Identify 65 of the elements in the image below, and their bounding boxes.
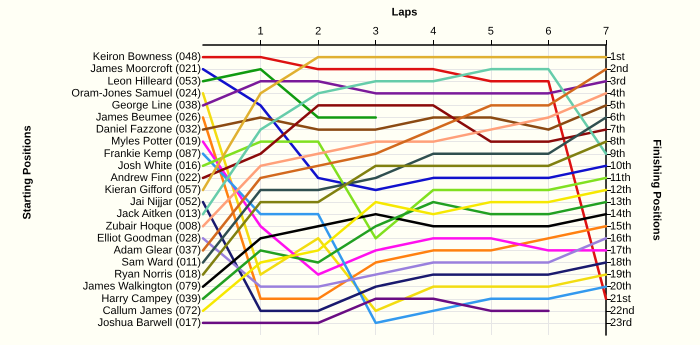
x-tick-label: 5 xyxy=(488,26,494,38)
line-series xyxy=(202,152,608,324)
y-tick-label: 10th xyxy=(610,160,632,172)
x-tick-label: 2 xyxy=(315,26,322,38)
series-label: Elliot Goodman (028) xyxy=(97,232,201,244)
series-label: Keiron Bowness (048) xyxy=(92,51,201,64)
series-label: Joshua Barwell (017) xyxy=(98,316,201,329)
y-tick-label: 17th xyxy=(610,244,632,256)
line-series xyxy=(202,56,608,300)
y-tick-label: 22nd xyxy=(610,304,634,317)
y-tick-label: 14th xyxy=(610,208,632,220)
series-label: Oram-Jones Samuel (024) xyxy=(71,87,201,100)
series-label: Leon Hilleard (053) xyxy=(107,75,201,88)
series-label: Zubair Hoque (008) xyxy=(106,220,201,232)
line-series xyxy=(202,116,608,264)
x-tick-label: 4 xyxy=(430,26,436,38)
x-axis-title: Laps xyxy=(392,6,418,18)
y-tick-label: 8th xyxy=(610,136,626,148)
series-label: Andrew Finn (022) xyxy=(110,172,201,184)
line-series xyxy=(202,68,608,252)
y-tick-label: 6th xyxy=(610,112,626,124)
x-tick-label: 7 xyxy=(602,26,610,38)
series-label: Myles Potter (019) xyxy=(111,136,201,148)
series-label: Daniel Fazzone (032) xyxy=(96,124,201,136)
y-tick-label: 3rd xyxy=(610,75,626,88)
y-tick-label: 11th xyxy=(610,172,631,184)
x-tick-label: 1 xyxy=(258,26,264,38)
y-tick-label: 16th xyxy=(610,232,632,244)
y-tick-label: 9th xyxy=(610,148,626,160)
series-label: Kieran Gifford (057) xyxy=(104,184,201,196)
series-label: Harry Campey (039) xyxy=(101,292,201,305)
y-tick-label: 7th xyxy=(610,124,626,136)
line-series xyxy=(202,140,608,240)
y-axis-title: Finishing Positions xyxy=(650,139,662,241)
y-tick-label: 18th xyxy=(610,256,632,268)
series-label: Adam Glear (037) xyxy=(114,244,201,256)
series-label: James Beumee (026) xyxy=(96,112,201,124)
y-tick-label: 15th xyxy=(610,220,632,232)
series-label: Jai Nijjar (052) xyxy=(130,196,201,208)
series-label: James Walkington (079) xyxy=(82,280,201,293)
y-tick-label: 21st xyxy=(610,292,631,305)
y-tick-label: 4th xyxy=(610,87,626,100)
series-label: James Moorcroft (021) xyxy=(90,63,201,76)
series-label: Callum James (072) xyxy=(102,304,201,317)
y-tick-label: 5th xyxy=(610,99,626,112)
y-tick-label: 20th xyxy=(610,280,632,293)
x-tick-label: 3 xyxy=(372,26,379,38)
series-label: Josh White (016) xyxy=(118,160,201,172)
series-label: Ryan Norris (018) xyxy=(114,268,201,281)
y-tick-label: 12th xyxy=(610,184,632,196)
y-tick-label: 1st xyxy=(610,51,625,64)
line-series xyxy=(202,237,608,288)
y-tick-label: 2nd xyxy=(610,63,628,76)
y-tick-label: 23rd xyxy=(610,316,632,329)
series-label: Jack Aitken (013) xyxy=(116,208,201,220)
y-tick-label: 13th xyxy=(610,196,632,208)
series-label: Frankie Kemp (087) xyxy=(104,148,201,160)
series-label: George Line (038) xyxy=(112,99,201,112)
line-series xyxy=(202,104,608,180)
y-tick-label: 19th xyxy=(610,268,632,281)
text: Starting Positions xyxy=(22,125,34,220)
series-label: Sam Ward (011) xyxy=(122,256,201,268)
line-series xyxy=(202,68,608,216)
line-series xyxy=(202,92,608,228)
x-tick-label: 6 xyxy=(545,26,552,38)
